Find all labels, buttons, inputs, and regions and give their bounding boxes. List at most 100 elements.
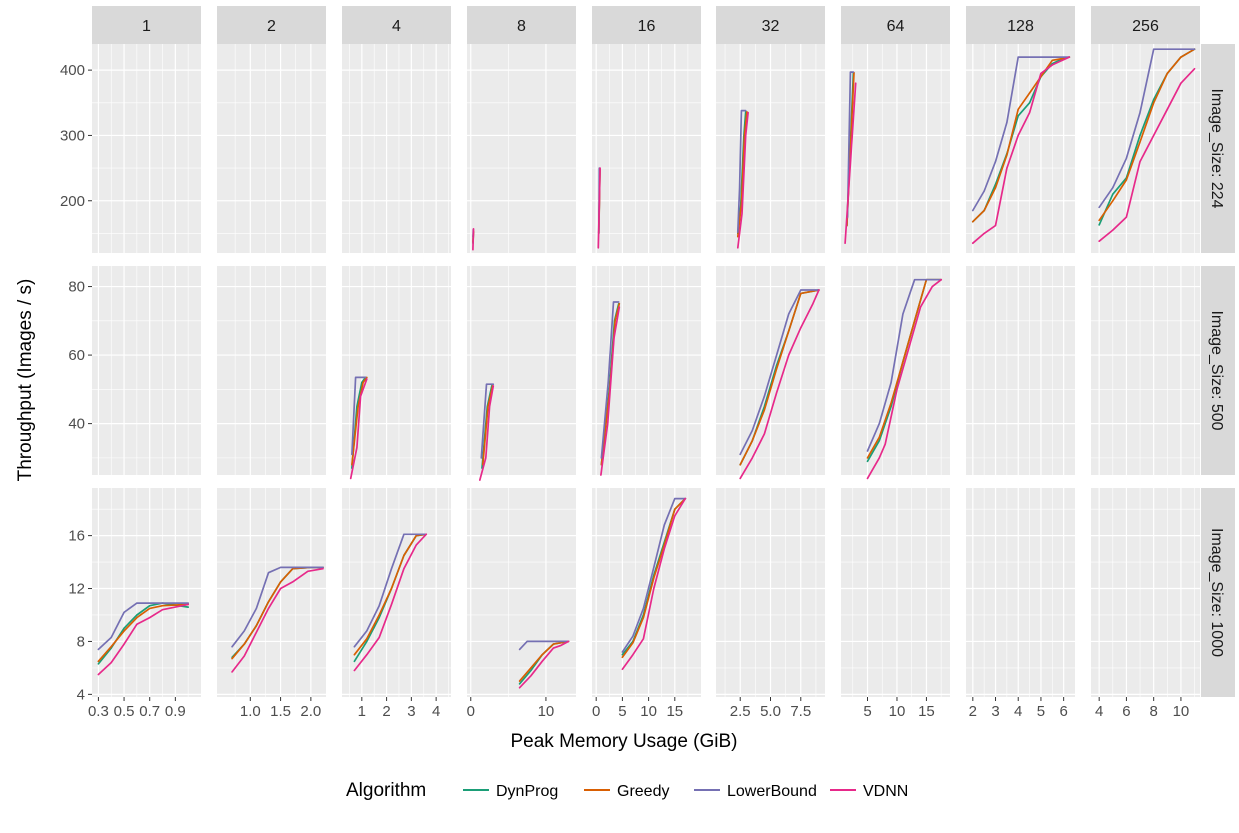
panel-background [841, 44, 950, 253]
legend: Algorithm DynProg Greedy LowerBound VDNN [346, 780, 908, 801]
panel-r0-c6 [841, 44, 950, 253]
y-tick-label: 80 [68, 279, 85, 296]
x-tick-label: 15 [918, 703, 935, 720]
facet-strip-row-image-size-224: Image_Size: 224 [1201, 44, 1235, 253]
panel-r0-c4 [592, 44, 701, 253]
x-tick-label: 10 [889, 703, 906, 720]
panel-background [217, 488, 326, 697]
y-tick-label: 40 [68, 416, 85, 433]
y-tick-label: 4 [77, 686, 85, 703]
panel-background [592, 488, 701, 697]
x-tick-label: 0.5 [114, 703, 135, 720]
panel-r1-c6 [841, 266, 950, 475]
panel-r0-c5 [716, 44, 825, 253]
panel-background [342, 266, 451, 475]
strip-label: 256 [1132, 18, 1159, 35]
panel-background [92, 266, 201, 475]
x-tick-label: 5 [863, 703, 871, 720]
panel-background [1091, 488, 1200, 697]
panel-r0-c7 [966, 44, 1075, 253]
strip-label: 64 [887, 18, 905, 35]
panel-r1-c1 [217, 266, 326, 475]
y-tick-label: 12 [68, 581, 85, 598]
legend-label-greedy: Greedy [617, 783, 669, 800]
x-tick-label: 4 [1095, 703, 1103, 720]
facet-strip-col-32: 32 [716, 6, 825, 44]
x-tick-label: 4 [1014, 703, 1022, 720]
legend-label-vdnn: VDNN [863, 783, 908, 800]
legend-label-lowerbound: LowerBound [727, 783, 817, 800]
y-tick-label: 60 [68, 347, 85, 364]
panel-r1-c7 [966, 266, 1075, 475]
panel-r2-c7 [966, 488, 1075, 697]
strip-label: 4 [392, 18, 401, 35]
x-tick-label: 1.0 [240, 703, 261, 720]
x-tick-label: 6 [1122, 703, 1130, 720]
facet-strip-col-128: 128 [966, 6, 1075, 44]
x-tick-label: 10 [1173, 703, 1190, 720]
facet-strip-col-2: 2 [217, 6, 326, 44]
facet-strip-row-image-size-1000: Image_Size: 1000 [1201, 488, 1235, 697]
y-tick-label: 400 [60, 62, 85, 79]
facet-strip-col-256: 256 [1091, 6, 1200, 44]
facet-strip-col-64: 64 [841, 6, 950, 44]
x-tick-label: 1 [358, 703, 366, 720]
x-tick-label: 2.0 [300, 703, 321, 720]
panel-background [592, 44, 701, 253]
x-tick-label: 8 [1150, 703, 1158, 720]
panel-background [966, 44, 1075, 253]
x-tick-label: 6 [1059, 703, 1067, 720]
panel-r0-c2 [342, 44, 451, 253]
panel-r1-c0 [92, 266, 201, 475]
panel-background [966, 266, 1075, 475]
panel-r2-c1 [217, 488, 326, 697]
panel-r2-c5 [716, 488, 825, 697]
x-tick-label: 3 [407, 703, 415, 720]
y-tick-label: 8 [77, 633, 85, 650]
panel-r2-c8 [1091, 488, 1200, 697]
x-tick-label: 4 [432, 703, 440, 720]
y-tick-label: 16 [68, 528, 85, 545]
y-tick-label: 300 [60, 127, 85, 144]
legend-title: Algorithm [346, 780, 426, 801]
x-tick-label: 5 [1037, 703, 1045, 720]
x-tick-label: 0 [592, 703, 600, 720]
series-line-vdnn [473, 229, 474, 250]
panel-r1-c2 [342, 266, 451, 475]
panel-background [217, 266, 326, 475]
x-tick-label: 0 [467, 703, 475, 720]
x-tick-label: 7.5 [790, 703, 811, 720]
y-axis-title: Throughput (Images / s) [15, 279, 36, 482]
panel-background [467, 44, 576, 253]
strip-label: 32 [762, 18, 780, 35]
x-tick-label: 0.7 [139, 703, 160, 720]
panel-background [342, 44, 451, 253]
x-tick-label: 15 [666, 703, 683, 720]
x-tick-label: 1.5 [270, 703, 291, 720]
strip-label: 8 [517, 18, 526, 35]
facet-strip-col-4: 4 [342, 6, 451, 44]
panel-series-r0-c3 [473, 229, 474, 250]
panel-background [966, 488, 1075, 697]
legend-label-dynprog: DynProg [496, 783, 558, 800]
facet-strip-col-1: 1 [92, 6, 201, 44]
strip-label: Image_Size: 1000 [1208, 528, 1225, 657]
x-tick-label: 0.9 [165, 703, 186, 720]
panel-background [1091, 44, 1200, 253]
x-tick-label: 10 [538, 703, 555, 720]
panel-r0-c3 [467, 44, 576, 253]
x-tick-label: 10 [640, 703, 657, 720]
panel-r0-c1 [217, 44, 326, 253]
strip-label: 16 [638, 18, 656, 35]
panel-r2-c4 [592, 488, 701, 697]
panel-r1-c5 [716, 266, 825, 475]
x-tick-label: 3 [991, 703, 999, 720]
panel-r2-c6 [841, 488, 950, 697]
facet-strip-row-image-size-500: Image_Size: 500 [1201, 266, 1235, 475]
x-tick-label: 2 [969, 703, 977, 720]
panel-background [841, 488, 950, 697]
panel-background [841, 266, 950, 475]
panel-background [92, 44, 201, 253]
panel-background [467, 488, 576, 697]
